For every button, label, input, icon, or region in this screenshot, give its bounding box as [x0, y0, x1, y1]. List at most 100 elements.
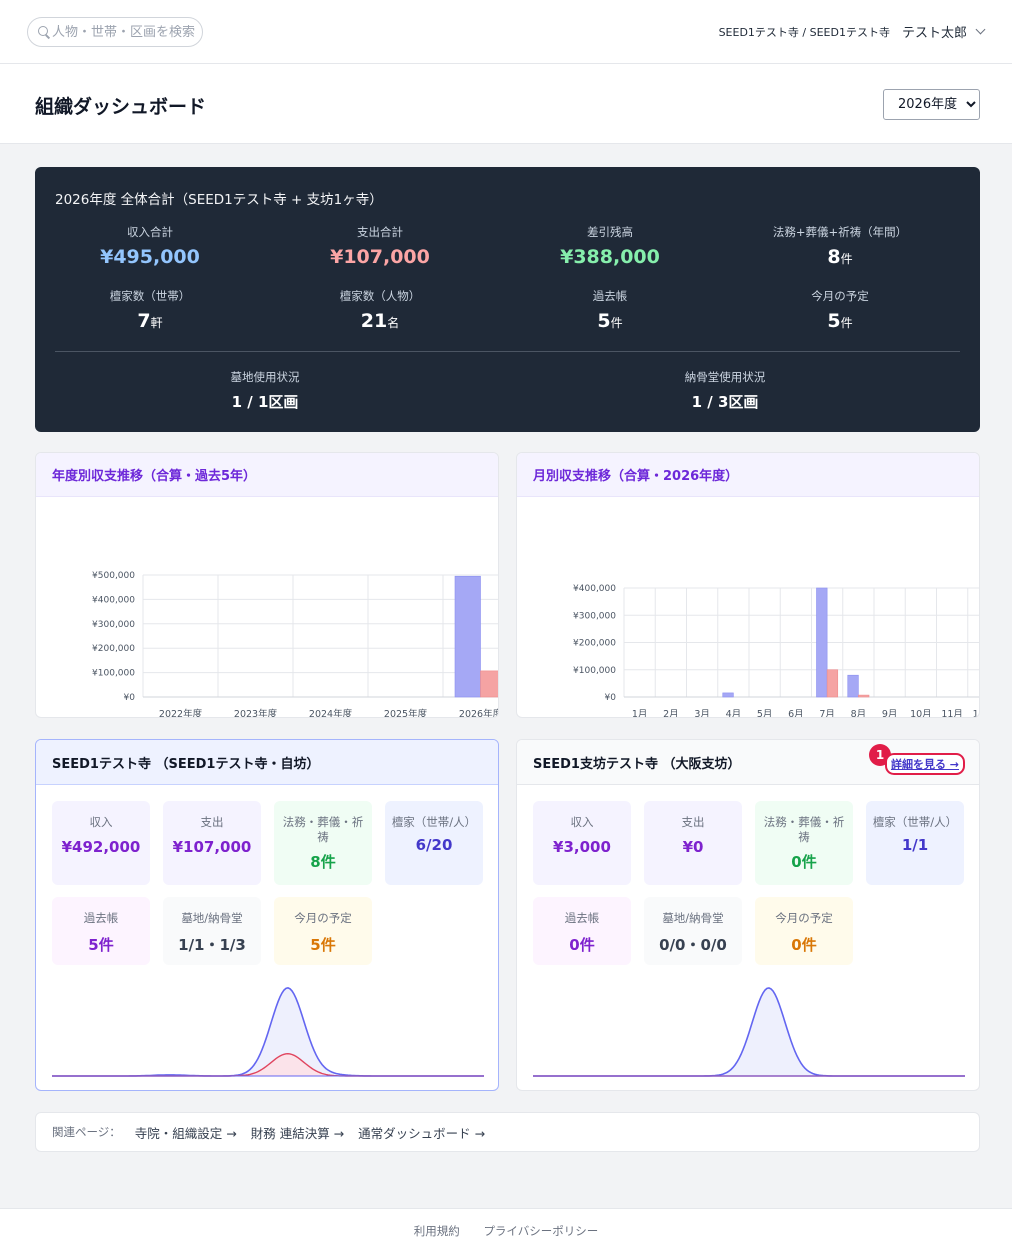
user-name[interactable]: テスト太郎 [901, 26, 967, 41]
tile-danka: 檀家（世帯/人） 1/1 [866, 801, 964, 885]
tile-danka: 檀家（世帯/人） 6/20 [385, 801, 483, 885]
x-tick-label: 4月 [726, 709, 742, 718]
summary-row-2: 檀家数（世帯） 7軒 檀家数（人物） 21名 過去帳 5件 今月の予定 5件 [35, 288, 980, 332]
stat-value: ¥107,000 [265, 246, 495, 268]
bar-収入[interactable] [847, 674, 859, 698]
stat-label: 檀家数（世帯） [109, 289, 191, 303]
temple-title: SEED1テスト寺 （SEED1テスト寺・自坊） [36, 740, 498, 785]
x-tick-label: 1月 [632, 709, 648, 718]
stat-number: ¥107,000 [330, 246, 430, 268]
tile-label: 今月の予定 [775, 911, 833, 925]
bar-支出[interactable] [480, 670, 500, 698]
tile-graves: 墓地/納骨堂 0/0・0/0 [644, 897, 742, 965]
income-area [533, 988, 965, 1076]
summary-row-1: 収入合計 ¥495,000 支出合計 ¥107,000 差引残高 ¥388,00… [35, 224, 980, 268]
tile-value: 6/20 [415, 836, 453, 854]
stat-value: ¥388,000 [495, 246, 725, 268]
tile-expense: 支出 ¥0 [644, 801, 742, 885]
bar-収入[interactable] [816, 587, 828, 698]
y-tick-label: ¥300,000 [573, 611, 616, 621]
user-menu[interactable]: SEED1テスト寺 / SEED1テスト寺 テスト太郎 [719, 22, 986, 41]
summary-kakocho: 過去帳 5件 [495, 288, 725, 332]
stat-number: 21 [360, 310, 388, 332]
y-tick-label: ¥400,000 [92, 595, 135, 605]
stat-value: 5件 [725, 310, 955, 332]
search-box[interactable] [27, 17, 203, 47]
terms-link[interactable]: 利用規約 [413, 1224, 460, 1238]
summary-services: 法務+葬儀+祈祷（年間） 8件 [725, 224, 955, 268]
search-input[interactable] [52, 24, 202, 40]
tile-value: 0/0・0/0 [659, 936, 727, 954]
x-tick-label: 3月 [694, 709, 710, 718]
link-consolidated-finance[interactable]: 財務 連結決算 → [250, 1125, 345, 1141]
tile-value: 0件 [569, 936, 595, 954]
tile-value: 0件 [791, 853, 817, 871]
stat-label: 差引残高 [587, 225, 633, 239]
related-pages: 関連ページ： 寺院・組織設定 → 財務 連結決算 → 通常ダッシュボード → [35, 1112, 980, 1152]
x-tick-label: 6月 [788, 709, 804, 718]
tile-label: 収入 [89, 815, 113, 829]
bar-支出[interactable] [826, 669, 839, 698]
year-select[interactable]: 2026年度 [883, 89, 980, 120]
search-icon [36, 24, 48, 40]
tile-value: ¥0 [682, 838, 704, 856]
x-tick-label: 8月 [851, 709, 867, 718]
x-tick-label: 2025年度 [384, 708, 428, 718]
stat-label: 檀家数（人物） [339, 289, 421, 303]
temple-card-main[interactable]: SEED1テスト寺 （SEED1テスト寺・自坊） 収入 ¥492,000 支出 ¥10… [35, 739, 499, 1091]
temple-title-row: SEED1支坊テスト寺 （大阪支坊） 1 詳細を見る → [517, 740, 979, 785]
summary-expense: 支出合計 ¥107,000 [265, 224, 495, 268]
stat-value: 1 / 1区画 [231, 393, 299, 411]
tile-label: 墓地/納骨堂 [662, 911, 724, 925]
bar-収入[interactable] [722, 692, 734, 698]
y-tick-label: ¥100,000 [573, 666, 616, 676]
detail-link[interactable]: 詳細を見る → [884, 753, 965, 775]
monthly-chart-card: 月別収支推移（合算・2026年度） ¥0 ¥100,000 ¥200,000 ¥300… [516, 452, 980, 718]
y-tick-label: ¥400,000 [573, 584, 616, 594]
x-tick-label: 2022年度 [159, 708, 203, 718]
summary-people: 檀家数（人物） 21名 [265, 288, 495, 332]
tile-schedule: 今月の予定 0件 [755, 897, 853, 965]
privacy-link[interactable]: プライバシーポリシー [483, 1224, 599, 1238]
bar-収入[interactable] [454, 575, 481, 698]
tile-schedule: 今月の予定 5件 [274, 897, 372, 965]
link-normal-dashboard[interactable]: 通常ダッシュボード → [358, 1125, 486, 1141]
stat-unit: 件 [840, 316, 853, 330]
stat-label: 収入合計 [127, 225, 173, 239]
tile-income: 収入 ¥3,000 [533, 801, 631, 885]
tile-value: ¥3,000 [553, 838, 611, 856]
y-tick-label: ¥300,000 [92, 620, 135, 630]
temple-card-branch[interactable]: SEED1支坊テスト寺 （大阪支坊） 1 詳細を見る → 収入 ¥3,000 支出 ¥… [516, 739, 980, 1091]
summary-divider [55, 351, 960, 352]
stat-value: 5件 [495, 310, 725, 332]
tile-label: 檀家（世帯/人） [872, 815, 958, 829]
stat-number: 5 [597, 310, 611, 332]
chevron-down-icon[interactable] [975, 24, 986, 35]
tile-value: 0件 [791, 936, 817, 954]
stat-unit: 件 [610, 316, 623, 330]
tile-value: 5件 [310, 936, 336, 954]
tile-value: 1/1 [901, 836, 929, 854]
x-tick-label: 11月 [941, 709, 963, 718]
tile-expense: 支出 ¥107,000 [163, 801, 261, 885]
y-tick-label: ¥500,000 [92, 571, 135, 581]
tile-services: 法務・葬儀・祈祷 8件 [274, 801, 372, 885]
x-tick-label: 10月 [910, 709, 932, 718]
tile-income: 収入 ¥492,000 [52, 801, 150, 885]
tile-label: 墓地/納骨堂 [181, 911, 243, 925]
monthly-chart-title: 月別収支推移（合算・2026年度） [517, 453, 979, 497]
y-tick-label: ¥0 [605, 693, 617, 703]
income-area [52, 987, 484, 1076]
tile-label: 収入 [570, 815, 594, 829]
stat-unit: 名 [387, 316, 400, 330]
top-bar: SEED1テスト寺 / SEED1テスト寺 テスト太郎 [0, 0, 1012, 64]
x-tick-label: 5月 [757, 709, 773, 718]
summary-balance: 差引残高 ¥388,000 [495, 224, 725, 268]
tile-label: 法務・葬儀・祈祷 [763, 815, 845, 844]
stat-number: ¥495,000 [100, 246, 200, 268]
x-tick-label: 2024年度 [309, 708, 353, 718]
stat-unit: 件 [840, 252, 853, 266]
stat-value: ¥495,000 [35, 246, 265, 268]
link-org-settings[interactable]: 寺院・組織設定 → [134, 1125, 237, 1141]
bar-支出[interactable] [858, 694, 870, 698]
